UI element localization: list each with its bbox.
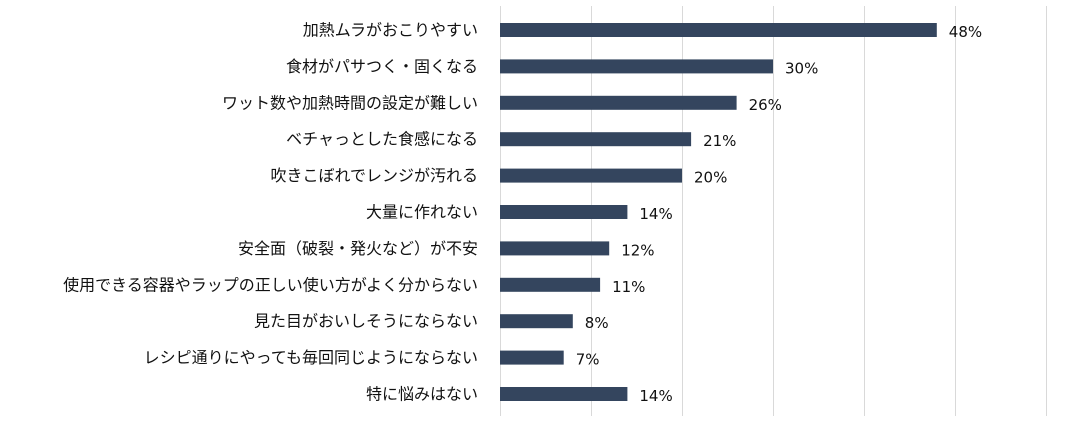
category-label: 加熱ムラがおこりやすい	[303, 21, 478, 40]
category-label: 見た目がおいしそうにならない	[254, 312, 478, 331]
data-label: 14%	[639, 387, 672, 405]
category-label: 食材がパサつく・固くなる	[286, 57, 478, 76]
bar	[500, 277, 601, 292]
data-label: 20%	[694, 169, 727, 187]
category-label: ベチャっとした食感になる	[286, 130, 478, 149]
category-labels: 加熱ムラがおこりやすい食材がパサつく・固くなるワット数や加熱時間の設定が難しいベ…	[63, 21, 478, 404]
value-labels: 48% 30% 26% 21% 20% 14% 12% 11%8% 7% 14%	[576, 23, 982, 405]
bar	[500, 314, 573, 329]
gridlines	[500, 6, 1047, 416]
category-label: 大量に作れない	[366, 203, 478, 222]
category-label: レシピ通りにやっても毎回同じようにならない	[144, 348, 478, 367]
bar	[500, 350, 564, 365]
data-label: 14%	[639, 205, 672, 223]
data-label: 11%	[612, 278, 645, 296]
bars	[500, 23, 937, 401]
category-label: 使用できる容器やラップの正しい使い方がよく分からない	[63, 275, 478, 294]
bar	[500, 95, 737, 110]
data-label: 26%	[749, 96, 782, 114]
category-label: ワット数や加熱時間の設定が難しい	[222, 93, 478, 112]
bar	[500, 241, 610, 256]
bar	[500, 132, 692, 147]
data-label: 48%	[949, 23, 982, 41]
bar	[500, 168, 682, 183]
data-label: 7%	[576, 351, 600, 369]
data-label: 30%	[785, 59, 818, 77]
bar	[500, 59, 773, 74]
bar	[500, 387, 628, 401]
category-label: 安全面（破裂・発火など）が不安	[238, 239, 478, 258]
data-label: 12%	[621, 241, 654, 259]
category-label: 特に悩みはない	[366, 385, 478, 404]
data-label: 8%	[585, 314, 609, 332]
bar	[500, 23, 937, 37]
bar	[500, 205, 628, 219]
data-label: 21%	[703, 132, 736, 150]
category-label: 吹きこぼれでレンジが汚れる	[270, 166, 478, 185]
